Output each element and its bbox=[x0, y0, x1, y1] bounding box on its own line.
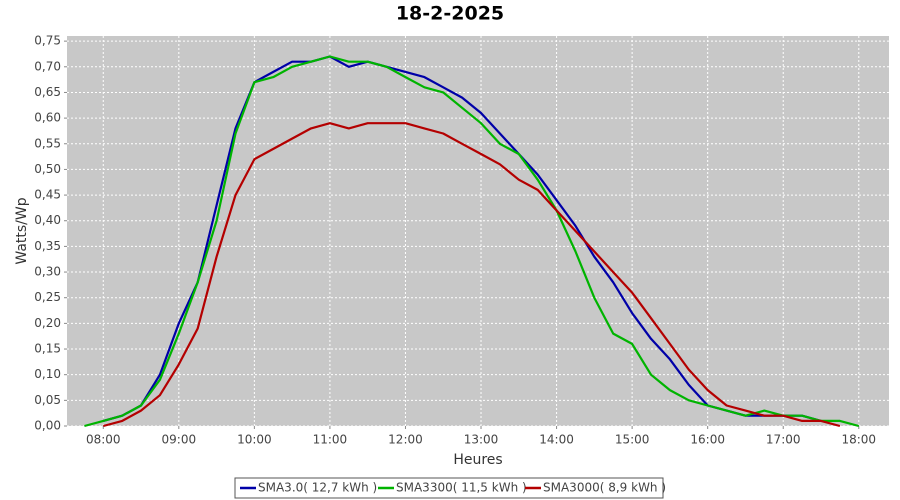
x-tick-label: 10:00 bbox=[237, 433, 272, 447]
x-tick-label: 11:00 bbox=[313, 433, 348, 447]
y-axis-label: Watts/Wp bbox=[14, 197, 30, 264]
series-line bbox=[103, 55, 822, 422]
y-tick-label: 0,50 bbox=[34, 162, 61, 176]
y-tick-label: 0,45 bbox=[34, 188, 61, 202]
y-tick-label: 0,40 bbox=[34, 213, 61, 227]
y-tick-label: 0,75 bbox=[34, 34, 61, 48]
chart-title: 18-2-2025 bbox=[396, 3, 504, 25]
lines bbox=[84, 55, 860, 428]
y-tick-label: 0,00 bbox=[34, 419, 61, 433]
legend: SMA3.0( 12,7 kWh ) SMA3300( 11,5 kWh ) SMA… bbox=[240, 481, 666, 495]
y-tick-label: 0,15 bbox=[34, 342, 61, 356]
legend-label: SMA3000( 8,9 kWh ) bbox=[543, 481, 666, 495]
series-line bbox=[103, 122, 841, 428]
y-tick-label: 0,60 bbox=[34, 111, 61, 125]
x-tick-label: 12:00 bbox=[388, 433, 423, 447]
legend-label: SMA3300( 11,5 kWh ) bbox=[396, 481, 527, 495]
y-tick-label: 0,05 bbox=[34, 393, 61, 407]
x-tick-label: 16:00 bbox=[690, 433, 725, 447]
legend-box bbox=[234, 477, 664, 499]
x-tick-label: 17:00 bbox=[766, 433, 801, 447]
x-tick-label: 09:00 bbox=[162, 433, 197, 447]
legend-label: SMA3.0( 12,7 kWh ) bbox=[258, 481, 377, 495]
y-tick-label: 0,30 bbox=[34, 265, 61, 279]
grid bbox=[64, 36, 889, 429]
x-tick-label: 18:00 bbox=[841, 433, 876, 447]
y-tick-label: 0,25 bbox=[34, 290, 61, 304]
x-tick-label: 13:00 bbox=[464, 433, 499, 447]
y-tick-label: 0,70 bbox=[34, 59, 61, 73]
y-tick-label: 0,55 bbox=[34, 136, 61, 150]
x-axis-label: Heures bbox=[453, 452, 502, 468]
plot-area bbox=[67, 36, 889, 426]
y-tick-label: 0,10 bbox=[34, 367, 61, 381]
x-tick-label: 14:00 bbox=[539, 433, 574, 447]
y-tick-label: 0,65 bbox=[34, 85, 61, 99]
y-tick-label: 0,20 bbox=[34, 316, 61, 330]
series-line bbox=[84, 55, 860, 428]
y-tick-label: 0,35 bbox=[34, 239, 61, 253]
x-tick-label: 15:00 bbox=[615, 433, 650, 447]
x-tick-label: 08:00 bbox=[86, 433, 121, 447]
